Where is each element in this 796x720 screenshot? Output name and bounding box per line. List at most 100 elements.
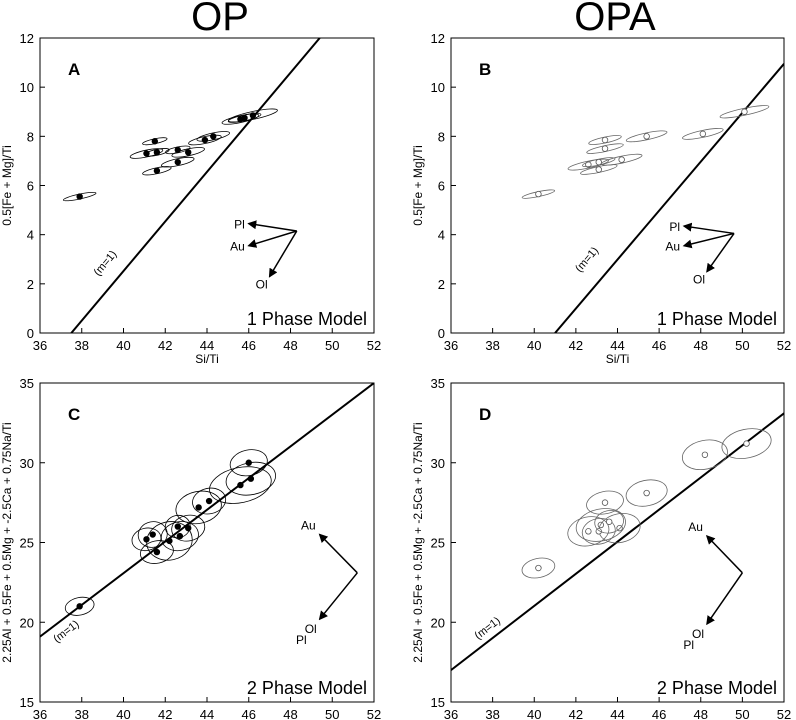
x-tick-label: 42 (158, 707, 172, 720)
y-tick-label: 0 (438, 326, 445, 341)
x-tick-label: 48 (694, 707, 708, 720)
y-tick-label: 8 (27, 129, 34, 144)
y-tick-label: 15 (431, 695, 445, 710)
vector-label-pl: Pl (296, 633, 307, 647)
data-point (605, 518, 613, 525)
error-ellipse (600, 153, 643, 166)
x-tick-label: 48 (283, 707, 297, 720)
x-tick-label: 40 (116, 707, 130, 720)
y-tick-label: 2 (438, 277, 445, 292)
reference-line-m1 (70, 38, 321, 333)
vector-label-au: Au (665, 240, 680, 254)
data-point (618, 156, 625, 163)
data-point (535, 564, 542, 572)
x-tick-label: 40 (527, 707, 541, 720)
data-point (201, 136, 209, 144)
vector-label-au: Au (230, 240, 245, 254)
plot-frame (450, 37, 785, 334)
x-tick-label: 44 (200, 338, 214, 353)
plot-frame (39, 37, 375, 334)
vector-arrow-pl (247, 220, 297, 232)
data-point (699, 130, 707, 138)
error-ellipse (594, 510, 625, 534)
vector-arrow-au (682, 232, 735, 249)
x-tick-label: 46 (242, 338, 256, 353)
error-ellipse (192, 487, 227, 515)
vector-label-pl: Pl (669, 220, 680, 234)
vector-arrow-ol (268, 230, 298, 278)
y-tick-label: 12 (431, 31, 445, 46)
error-ellipse (140, 540, 174, 564)
y-tick-label: 4 (438, 228, 445, 243)
panel-d: 3638404244464850521520253035Si/Ti2.25Al … (411, 376, 791, 720)
x-tick-label: 40 (116, 338, 130, 353)
y-tick-label: 0 (27, 326, 34, 341)
title-op: OP (191, 0, 249, 39)
reference-line-m1 (554, 63, 784, 333)
x-tick-label: 40 (527, 338, 541, 353)
x-tick-label: 48 (694, 338, 708, 353)
panel-letter: B (479, 60, 491, 79)
data-point (643, 489, 650, 497)
x-tick-label: 46 (652, 338, 666, 353)
data-point (245, 459, 252, 466)
error-ellipse (171, 514, 206, 542)
data-point (185, 524, 192, 532)
x-tick-label: 36 (444, 707, 458, 720)
error-ellipse (567, 516, 610, 547)
model-label: 2 Phase Model (247, 678, 367, 698)
error-ellipse (160, 521, 199, 552)
vector-label-pl: Pl (683, 638, 694, 652)
plot-frame (39, 382, 375, 703)
y-tick-label: 30 (431, 456, 445, 471)
data-point (185, 149, 192, 156)
x-tick-label: 42 (569, 338, 583, 353)
x-tick-label: 46 (242, 707, 256, 720)
y-tick-label: 6 (438, 179, 445, 194)
y-tick-label: 15 (20, 695, 34, 710)
model-label: 1 Phase Model (657, 309, 777, 329)
panel-c: 3638404244464850521520253035Si/Ti2.25Al … (0, 376, 381, 720)
x-tick-label: 50 (325, 338, 339, 353)
data-point (601, 136, 609, 144)
data-point (743, 440, 750, 447)
data-point (247, 475, 255, 482)
error-ellipse (586, 490, 624, 515)
vector-arrow-au (705, 535, 743, 574)
error-ellipse (721, 428, 772, 459)
y-tick-label: 30 (20, 456, 34, 471)
reference-line-m1 (40, 383, 374, 638)
y-tick-label: 35 (431, 376, 445, 391)
vector-label-ol: Ol (692, 627, 704, 641)
x-tick-label: 38 (485, 707, 499, 720)
data-point (601, 145, 609, 152)
vector-label-ol: Ol (305, 622, 317, 636)
x-tick-label: 52 (777, 707, 791, 720)
y-tick-label: 10 (20, 80, 34, 95)
x-tick-label: 44 (610, 707, 624, 720)
data-point (153, 167, 161, 174)
x-tick-label: 36 (33, 707, 47, 720)
vector-arrow-ol (706, 572, 743, 626)
y-tick-label: 35 (20, 376, 34, 391)
y-axis-label: 0.5[Fe + Mg]/Ti (411, 145, 425, 226)
data-point (597, 521, 605, 529)
y-tick-label: 8 (438, 129, 445, 144)
x-tick-label: 50 (735, 338, 749, 353)
y-axis-label: 2.25Al + 0.5Fe + 0.5Mg + -2.5Ca + 0.75Na… (0, 422, 14, 662)
data-point (595, 166, 602, 173)
error-ellipse (682, 127, 724, 140)
error-ellipse (171, 147, 205, 158)
data-point (76, 603, 83, 610)
vector-arrow-ol (706, 233, 735, 273)
y-tick-label: 25 (20, 536, 34, 551)
data-point (601, 499, 609, 506)
x-tick-label: 38 (75, 707, 89, 720)
error-ellipse (175, 490, 222, 525)
error-ellipse (229, 449, 268, 477)
error-ellipse (625, 130, 668, 143)
error-ellipse (129, 148, 164, 159)
x-tick-label: 52 (367, 338, 381, 353)
